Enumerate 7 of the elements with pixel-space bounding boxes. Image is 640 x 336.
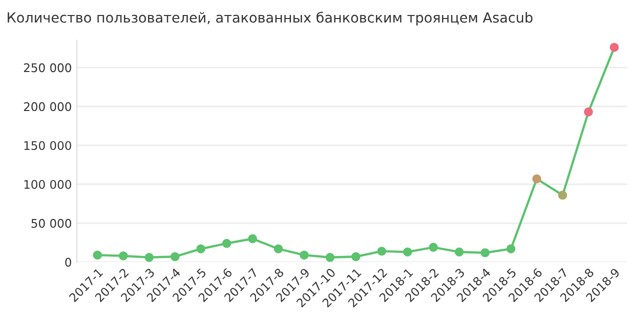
y-tick-label: 50 000 [32, 218, 72, 228]
y-tick-label: 150 000 [24, 141, 72, 150]
y-tick-label: 0 [65, 258, 72, 267]
y-tick-label: 100 000 [24, 180, 72, 189]
chart-title: Количество пользователей, атакованных банковским троянцем Asacub [8, 12, 532, 26]
y-tick-label: 200 000 [24, 102, 72, 112]
y-tick-label: 250 000 [24, 63, 72, 72]
